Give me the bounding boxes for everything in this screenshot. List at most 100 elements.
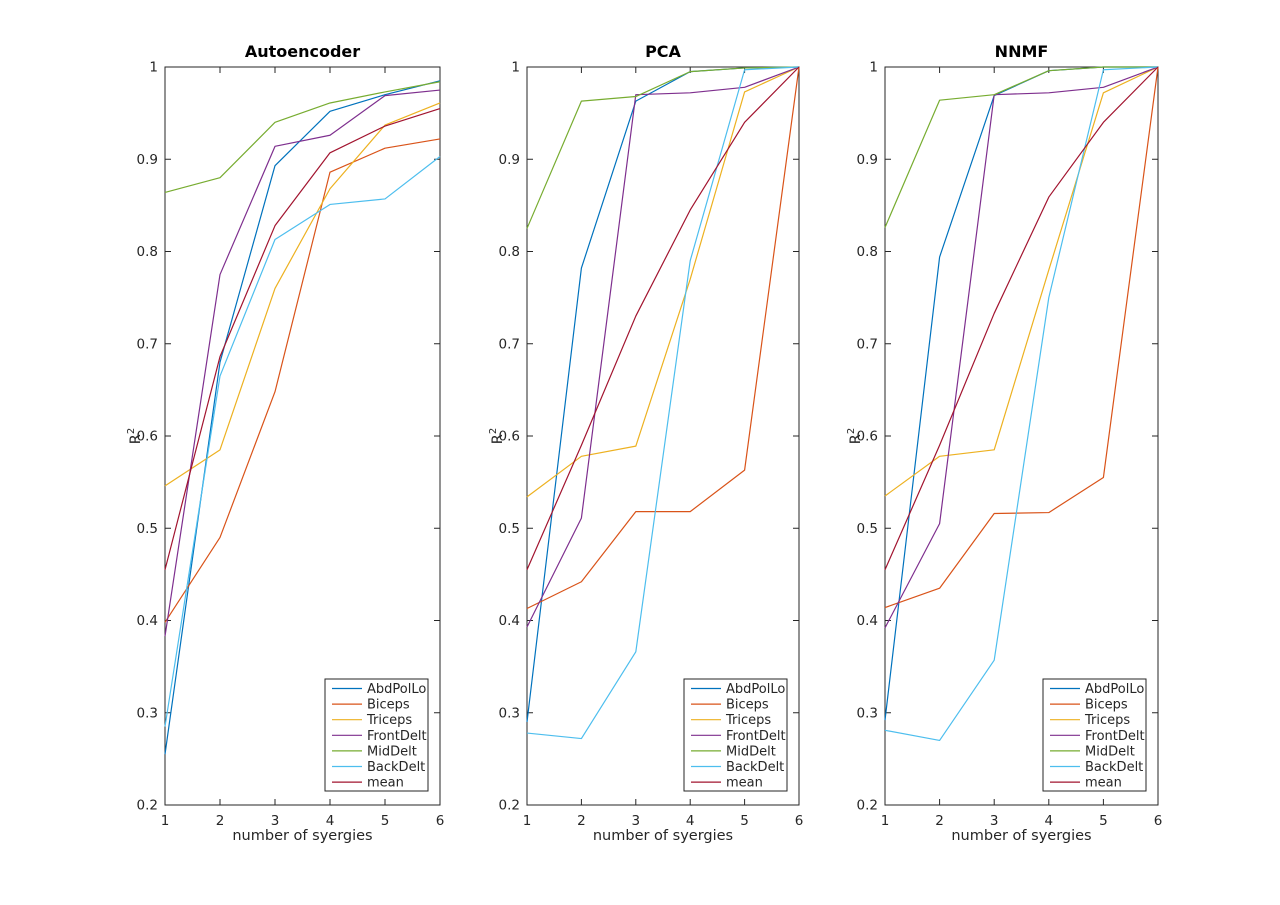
x-tick-label: 3 <box>990 813 999 829</box>
series-line-AbdPolLo <box>526 66 800 723</box>
legend-label-MidDelt: MidDelt <box>367 744 417 759</box>
y-tick-label: 0.2 <box>857 798 878 814</box>
y-axis-label-base: R <box>127 434 144 445</box>
series-line-BackDelt <box>164 156 441 727</box>
y-axis-label-exponent: 2 <box>846 427 857 435</box>
y-axis-label-nnmf: R2 <box>840 414 864 458</box>
x-tick-label: 1 <box>161 813 170 829</box>
y-axis-label-autoencoder: R2 <box>120 414 144 458</box>
legend-label-BackDelt: BackDelt <box>726 760 784 775</box>
x-tick-label: 4 <box>1045 813 1054 829</box>
x-tick-label: 2 <box>216 813 225 829</box>
legend-label-BackDelt: BackDelt <box>367 760 425 775</box>
series-line-MidDelt <box>164 81 441 194</box>
x-tick-label: 3 <box>632 813 641 829</box>
chart-title-nnmf: NNMF <box>994 42 1049 61</box>
y-tick-label: 0.7 <box>499 336 520 352</box>
x-tick-label: 2 <box>935 813 944 829</box>
y-tick-label: 0.2 <box>137 798 158 814</box>
x-tick-label: 5 <box>381 813 390 829</box>
legend-label-mean: mean <box>1085 776 1122 791</box>
x-axis-label-nnmf: number of syergies <box>951 828 1092 844</box>
legend-label-Biceps: Biceps <box>367 698 410 713</box>
series-line-AbdPolLo <box>884 66 1158 721</box>
series-line-Biceps <box>884 66 1159 609</box>
y-tick-label: 0.9 <box>499 152 520 168</box>
legend-label-mean: mean <box>367 776 404 791</box>
y-tick-label: 1 <box>511 60 520 76</box>
x-axis-label-autoencoder: number of syergies <box>232 828 373 844</box>
y-tick-label: 0.8 <box>499 244 520 260</box>
y-axis-label-base: R <box>847 434 864 445</box>
y-tick-label: 0.7 <box>857 336 878 352</box>
y-tick-label: 1 <box>869 60 878 76</box>
x-tick-label: 3 <box>271 813 280 829</box>
y-axis-label-exponent: 2 <box>488 427 499 435</box>
series-line-Biceps <box>526 66 800 610</box>
y-tick-label: 0.3 <box>137 705 158 721</box>
y-tick-label: 0.2 <box>499 798 520 814</box>
series-line-Triceps <box>884 66 1159 497</box>
chart-title-autoencoder: Autoencoder <box>244 42 361 61</box>
chart-title-pca: PCA <box>645 42 681 61</box>
x-tick-label: 4 <box>326 813 335 829</box>
series-line-MidDelt <box>526 66 800 229</box>
y-tick-label: 0.3 <box>857 705 878 721</box>
y-tick-label: 0.4 <box>857 613 878 629</box>
y-axis-label-exponent: 2 <box>126 427 137 435</box>
legend-label-FrontDelt: FrontDelt <box>726 729 786 744</box>
x-tick-label: 6 <box>1154 813 1163 829</box>
series-line-Triceps <box>526 66 800 498</box>
x-tick-label: 1 <box>881 813 890 829</box>
legend-label-AbdPolLo: AbdPolLo <box>367 682 426 697</box>
y-axis-label-pca: R2 <box>482 414 506 458</box>
y-tick-label: 0.5 <box>857 521 878 537</box>
y-tick-label: 0.4 <box>137 613 158 629</box>
series-line-Biceps <box>164 138 441 623</box>
legend-label-FrontDelt: FrontDelt <box>1085 729 1145 744</box>
legend-label-mean: mean <box>726 776 763 791</box>
legend-label-Triceps: Triceps <box>1084 713 1130 728</box>
x-tick-label: 4 <box>686 813 695 829</box>
series-line-BackDelt <box>526 66 800 740</box>
legend-label-Biceps: Biceps <box>726 698 769 713</box>
x-tick-label: 6 <box>795 813 804 829</box>
series-line-mean <box>526 66 800 571</box>
series-line-Triceps <box>164 102 441 487</box>
y-tick-label: 0.9 <box>137 152 158 168</box>
legend-label-AbdPolLo: AbdPolLo <box>726 682 785 697</box>
legend-label-AbdPolLo: AbdPolLo <box>1085 682 1144 697</box>
y-tick-label: 0.6 <box>499 429 520 445</box>
legend-label-Triceps: Triceps <box>366 713 412 728</box>
legend-label-BackDelt: BackDelt <box>1085 760 1143 775</box>
series-line-mean <box>884 66 1159 571</box>
series-line-mean <box>164 107 441 570</box>
x-tick-label: 5 <box>1099 813 1108 829</box>
y-axis-label-base: R <box>489 434 506 445</box>
y-tick-label: 0.8 <box>857 244 878 260</box>
y-tick-label: 0.8 <box>137 244 158 260</box>
legend-label-FrontDelt: FrontDelt <box>367 729 427 744</box>
y-tick-label: 0.5 <box>499 521 520 537</box>
series-line-MidDelt <box>884 66 1158 228</box>
y-tick-label: 0.3 <box>499 705 520 721</box>
x-tick-label: 1 <box>523 813 532 829</box>
x-tick-label: 2 <box>577 813 586 829</box>
y-tick-label: 0.4 <box>499 613 520 629</box>
y-tick-label: 0.7 <box>137 336 158 352</box>
y-tick-label: 0.6 <box>857 429 878 445</box>
y-tick-label: 0.9 <box>857 152 878 168</box>
legend-label-Triceps: Triceps <box>725 713 771 728</box>
series-line-AbdPolLo <box>164 80 441 755</box>
legend-label-MidDelt: MidDelt <box>1085 744 1135 759</box>
x-axis-label-pca: number of syergies <box>592 828 734 844</box>
y-tick-label: 0.6 <box>137 429 158 445</box>
legend-label-MidDelt: MidDelt <box>726 744 776 759</box>
series-line-FrontDelt <box>526 66 800 628</box>
y-tick-label: 1 <box>149 60 158 76</box>
legend-label-Biceps: Biceps <box>1085 698 1128 713</box>
x-tick-label: 5 <box>740 813 749 829</box>
series-line-BackDelt <box>884 66 1159 742</box>
